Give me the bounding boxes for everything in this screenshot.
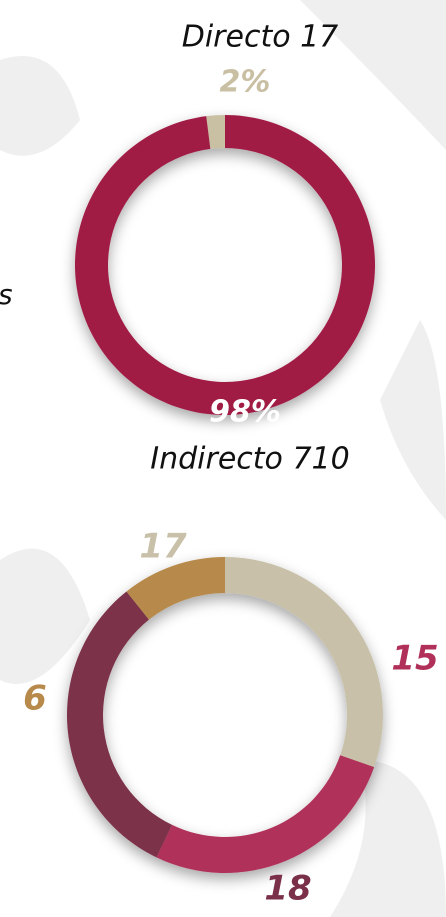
category-label: Directo 17 [182,20,339,55]
value-label: 2% [220,65,271,100]
value-label: 6 [23,679,47,719]
category-label: Indirecto 710 [150,442,349,477]
donut [67,557,383,873]
annotation: s [0,278,13,311]
value-label: 18 [264,869,311,909]
donut-segment [67,591,172,857]
infographic: 2% 98% Directo 17 Indirecto 710 s 17 15 18 6 [0,0,446,917]
value-label: 17 [139,527,187,567]
value-label: 98% [209,395,281,430]
donut-segment [75,115,375,415]
value-label: 15 [391,639,438,679]
donut [75,115,375,415]
page: 2%98%Directo 17Indirecto 710s1715186 (()… [0,0,446,917]
donut-segment [225,557,383,767]
donut-segment [156,755,374,873]
